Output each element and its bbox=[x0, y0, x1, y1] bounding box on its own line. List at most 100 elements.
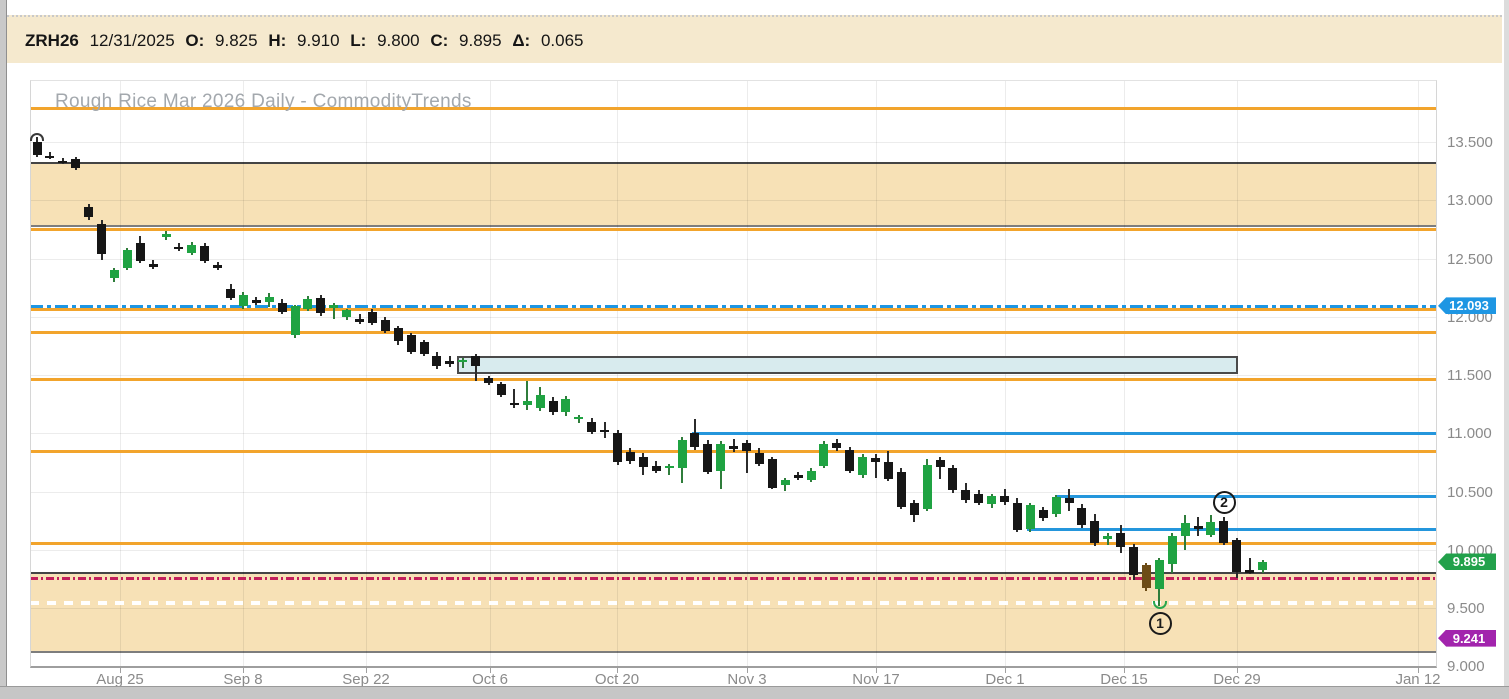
candle[interactable] bbox=[380, 320, 390, 331]
candle[interactable] bbox=[974, 493, 984, 504]
candle[interactable] bbox=[1167, 535, 1177, 564]
orange-level-line[interactable] bbox=[30, 378, 1437, 382]
candle[interactable] bbox=[1180, 522, 1190, 536]
candle[interactable] bbox=[135, 243, 145, 261]
candle[interactable] bbox=[587, 421, 597, 433]
candle[interactable] bbox=[303, 299, 313, 309]
candle[interactable] bbox=[561, 399, 571, 413]
candle[interactable] bbox=[1154, 560, 1164, 590]
candle[interactable] bbox=[883, 462, 893, 479]
candle[interactable] bbox=[277, 302, 287, 313]
blue-dashdot-line[interactable] bbox=[30, 304, 1437, 308]
candle[interactable] bbox=[742, 442, 751, 451]
candle[interactable] bbox=[1051, 497, 1061, 514]
blue-level-line[interactable] bbox=[1055, 495, 1437, 499]
candle[interactable] bbox=[948, 468, 958, 491]
crimson-dashdot-line[interactable] bbox=[30, 577, 1437, 581]
candle[interactable] bbox=[858, 456, 868, 476]
candle[interactable] bbox=[471, 356, 481, 366]
candle[interactable] bbox=[625, 451, 635, 462]
candle[interactable] bbox=[548, 400, 558, 413]
candle[interactable] bbox=[84, 207, 94, 217]
candle[interactable] bbox=[574, 416, 584, 420]
candle[interactable] bbox=[148, 264, 158, 267]
candle[interactable] bbox=[187, 244, 197, 253]
candle[interactable] bbox=[754, 453, 764, 464]
candle[interactable] bbox=[484, 378, 493, 384]
candle[interactable] bbox=[406, 335, 416, 352]
candle[interactable] bbox=[393, 328, 403, 342]
candle[interactable] bbox=[342, 309, 352, 317]
white-dashed-line[interactable] bbox=[30, 601, 1437, 606]
candle[interactable] bbox=[1000, 496, 1009, 502]
candle[interactable] bbox=[1090, 520, 1100, 543]
candle[interactable] bbox=[458, 359, 468, 363]
candle[interactable] bbox=[71, 159, 81, 168]
candle[interactable] bbox=[651, 465, 661, 471]
candle[interactable] bbox=[1232, 540, 1242, 572]
candle[interactable] bbox=[703, 443, 713, 472]
candle[interactable] bbox=[329, 305, 339, 308]
candle[interactable] bbox=[161, 234, 171, 237]
candle[interactable] bbox=[793, 475, 803, 478]
candle[interactable] bbox=[832, 442, 842, 449]
candle[interactable] bbox=[290, 306, 300, 336]
candle[interactable] bbox=[780, 479, 790, 485]
candle[interactable] bbox=[1129, 547, 1138, 576]
candle[interactable] bbox=[238, 294, 248, 307]
blue-level-line[interactable] bbox=[1027, 527, 1437, 531]
candle[interactable] bbox=[1038, 510, 1048, 519]
candle[interactable] bbox=[716, 443, 726, 471]
candle[interactable] bbox=[1116, 533, 1126, 548]
candle[interactable] bbox=[690, 433, 700, 448]
candle[interactable] bbox=[1245, 569, 1255, 574]
candle[interactable] bbox=[174, 246, 184, 250]
candle[interactable] bbox=[432, 356, 442, 366]
candle[interactable] bbox=[264, 296, 274, 302]
candle[interactable] bbox=[1193, 526, 1203, 529]
candle[interactable] bbox=[251, 300, 261, 303]
candle[interactable] bbox=[367, 312, 377, 323]
candle[interactable] bbox=[987, 496, 997, 505]
candle[interactable] bbox=[226, 288, 235, 299]
candle[interactable] bbox=[806, 470, 816, 480]
candle[interactable] bbox=[509, 402, 519, 406]
orange-level-line[interactable] bbox=[30, 330, 1437, 334]
candle[interactable] bbox=[922, 464, 932, 509]
candle[interactable] bbox=[109, 270, 119, 279]
candle[interactable] bbox=[1025, 505, 1035, 529]
candle[interactable] bbox=[1141, 564, 1151, 589]
candle[interactable] bbox=[316, 298, 326, 314]
candle[interactable] bbox=[1258, 561, 1267, 571]
candle[interactable] bbox=[355, 319, 364, 322]
candle[interactable] bbox=[896, 471, 906, 507]
candle[interactable] bbox=[909, 503, 919, 515]
candle[interactable] bbox=[613, 433, 622, 463]
candle[interactable] bbox=[32, 142, 42, 155]
candle[interactable] bbox=[819, 443, 829, 466]
orange-level-line[interactable] bbox=[30, 228, 1437, 232]
candle[interactable] bbox=[767, 458, 777, 488]
candle[interactable] bbox=[729, 446, 739, 449]
candle[interactable] bbox=[961, 490, 971, 500]
candle[interactable] bbox=[445, 361, 455, 364]
candle[interactable] bbox=[122, 250, 132, 268]
candle[interactable] bbox=[1064, 498, 1074, 504]
orange-level-line[interactable] bbox=[30, 308, 1437, 312]
candle[interactable] bbox=[45, 155, 55, 159]
candle[interactable] bbox=[935, 460, 945, 468]
orange-level-line[interactable] bbox=[30, 541, 1437, 545]
candle[interactable] bbox=[1012, 503, 1022, 530]
candle[interactable] bbox=[200, 245, 210, 261]
candle[interactable] bbox=[871, 457, 880, 463]
candle[interactable] bbox=[1206, 521, 1216, 535]
candle[interactable] bbox=[677, 440, 687, 469]
candle[interactable] bbox=[845, 449, 855, 471]
candle[interactable] bbox=[58, 160, 68, 164]
candle[interactable] bbox=[419, 342, 429, 355]
candle[interactable] bbox=[213, 265, 223, 268]
candle[interactable] bbox=[535, 394, 545, 408]
candle[interactable] bbox=[522, 400, 532, 406]
candle[interactable] bbox=[1077, 507, 1087, 526]
candle[interactable] bbox=[496, 384, 506, 395]
